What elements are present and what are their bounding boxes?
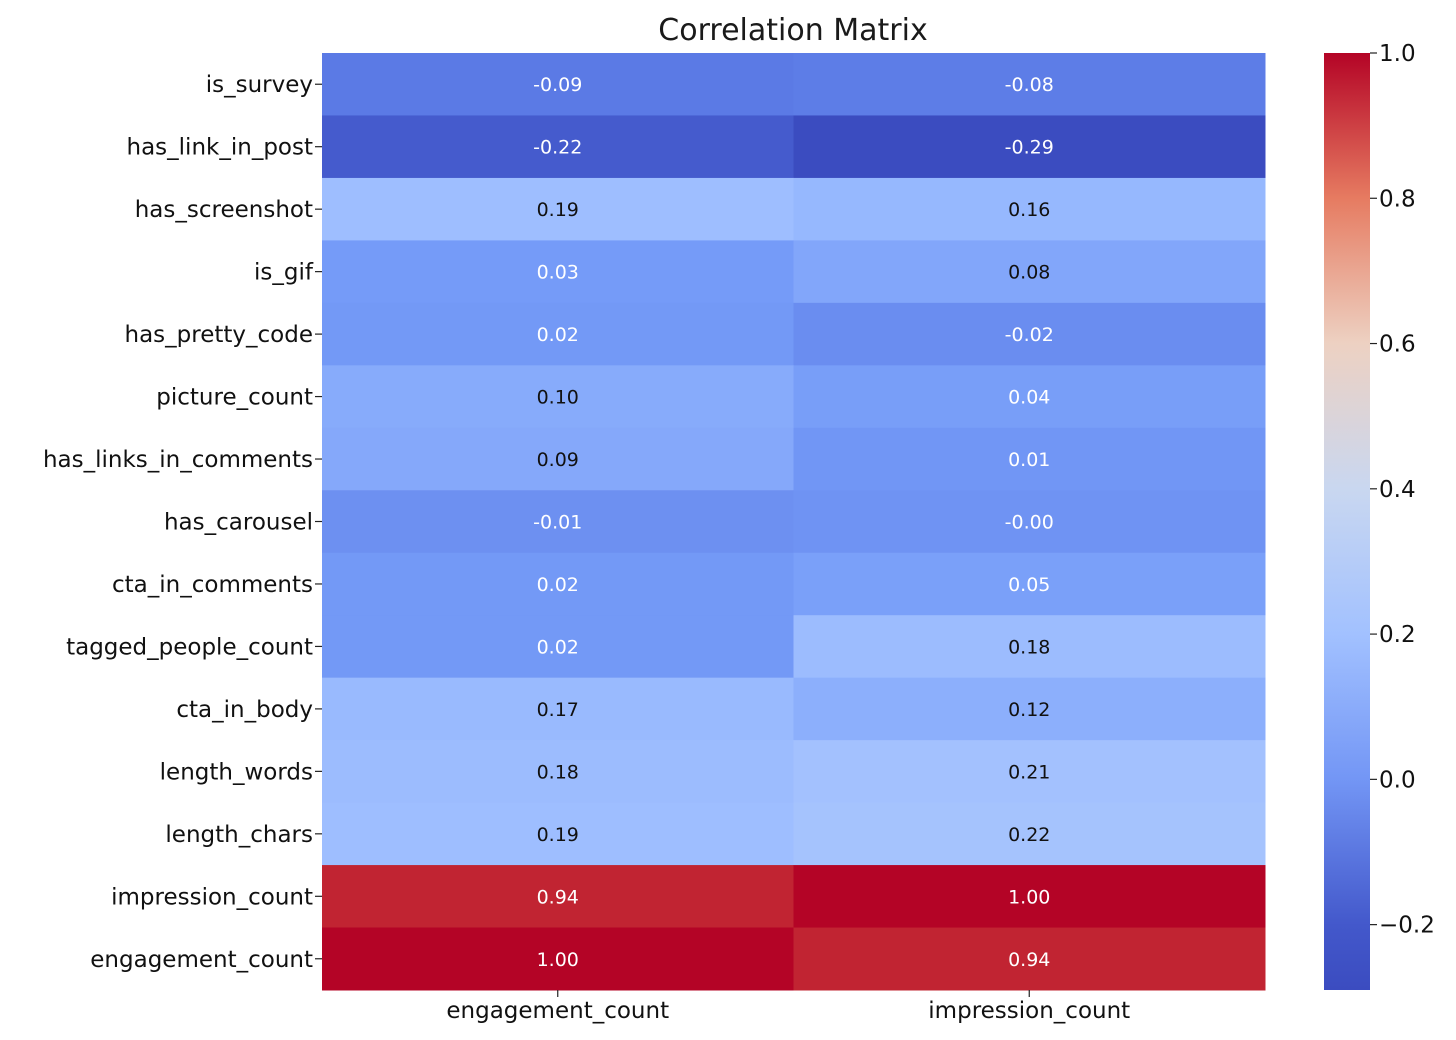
heatmap-cell — [793, 115, 1266, 179]
heatmap-cell — [793, 177, 1266, 241]
row-label: tagged_people_count — [66, 634, 313, 660]
heatmap-cell — [793, 615, 1266, 679]
cell-value-label: 0.09 — [537, 449, 579, 471]
row-label: is_gif — [254, 260, 314, 286]
heatmap-cell — [322, 302, 794, 366]
cell-value-label: 0.19 — [537, 199, 579, 221]
cell-value-label: -0.00 — [1005, 512, 1054, 534]
column-labels: engagement_count impression_count — [446, 990, 1130, 1024]
heatmap-cell — [322, 240, 794, 304]
cell-value-label: 0.94 — [537, 886, 579, 908]
heatmap-cell — [322, 427, 794, 491]
heatmap-cell — [793, 53, 1266, 116]
heatmap-cell — [793, 552, 1266, 616]
cell-value-label: 0.01 — [1008, 449, 1050, 471]
cell-value-label: 0.02 — [537, 324, 579, 346]
heatmap-cell — [322, 677, 794, 741]
cell-value-label: 0.22 — [1008, 824, 1050, 846]
cell-value-label: -0.08 — [1005, 74, 1054, 96]
column-label: impression_count — [928, 998, 1130, 1024]
cell-value-label: 0.02 — [537, 574, 579, 596]
cell-value-label: -0.09 — [533, 74, 582, 96]
row-label: has_links_in_comments — [43, 447, 313, 473]
heatmap-cell — [322, 177, 794, 241]
column-label: engagement_count — [446, 998, 669, 1024]
colorbar-tick-label: 0.0 — [1379, 767, 1416, 793]
heatmap-cell — [322, 802, 794, 866]
colorbar-tick-label: −0.2 — [1379, 913, 1435, 939]
cell-value-label: 0.02 — [537, 636, 579, 658]
cell-value-label: -0.29 — [1005, 137, 1054, 159]
colorbar-ticks: −0.2 0.0 0.2 0.4 0.6 0.8 1.0 — [1370, 41, 1435, 939]
colorbar-tick-label: 0.6 — [1379, 332, 1416, 358]
row-label: has_pretty_code — [125, 322, 313, 348]
cell-value-label: 0.17 — [537, 699, 579, 721]
row-label: engagement_count — [90, 947, 313, 973]
heatmap-cell — [793, 365, 1266, 429]
cell-value-label: 0.10 — [537, 387, 579, 409]
heatmap-cell — [322, 927, 794, 991]
cell-value-label: -0.01 — [533, 512, 582, 534]
heatmap-cell — [322, 115, 794, 179]
row-label: cta_in_comments — [112, 572, 313, 598]
heatmap-cell — [322, 490, 794, 554]
heatmap-cell — [793, 740, 1266, 804]
heatmap-cell — [322, 615, 794, 679]
chart-title: Correlation Matrix — [658, 13, 927, 48]
cell-value-label: 0.18 — [1008, 636, 1050, 658]
cell-value-label: 0.03 — [537, 262, 579, 284]
cell-value-label: 0.94 — [1008, 949, 1050, 971]
row-labels: is_survey has_link_in_post has_screenshoti… — [43, 72, 322, 973]
row-label: is_survey — [206, 72, 313, 98]
heatmap-cell — [793, 302, 1266, 366]
cell-value-label: 0.21 — [1008, 761, 1050, 783]
heatmap-cell — [793, 490, 1266, 554]
cell-value-label: 0.12 — [1008, 699, 1050, 721]
cell-value-label: 0.04 — [1008, 387, 1050, 409]
heatmap-cell — [322, 53, 794, 116]
row-label: length_chars — [165, 822, 313, 848]
colorbar-tick-label: 0.4 — [1379, 477, 1416, 503]
row-label: impression_count — [111, 884, 313, 910]
row-label: has_screenshot — [135, 197, 313, 223]
row-label: has_link_in_post — [127, 135, 313, 161]
cell-value-label: -0.02 — [1005, 324, 1054, 346]
row-label: cta_in_body — [176, 697, 313, 723]
cell-value-label: 0.19 — [537, 824, 579, 846]
heatmap-cell — [322, 552, 794, 616]
heatmap-cell — [793, 240, 1266, 304]
heatmap-cells: -0.09 -0.08 -0.22 -0.29 0.19 0.16 0.03 0.08 0.02… — [322, 53, 1266, 991]
row-label: picture_count — [156, 385, 313, 411]
heatmap-cell — [793, 927, 1266, 991]
row-label: has_carousel — [164, 510, 313, 536]
colorbar-tick-label: 0.2 — [1379, 622, 1416, 648]
cell-value-label: 1.00 — [1008, 886, 1050, 908]
heatmap-cell — [322, 365, 794, 429]
heatmap-cell — [793, 677, 1266, 741]
cell-value-label: 1.00 — [537, 949, 579, 971]
cell-value-label: 0.05 — [1008, 574, 1050, 596]
heatmap-cell — [793, 427, 1266, 491]
cell-value-label: 0.08 — [1008, 262, 1050, 284]
colorbar-tick-label: 0.8 — [1379, 186, 1416, 212]
heatmap-cell — [322, 865, 794, 929]
heatmap-cell — [322, 740, 794, 804]
cell-value-label: -0.22 — [533, 137, 582, 159]
colorbar-tick-label: 1.0 — [1379, 41, 1416, 67]
colorbar — [1324, 53, 1370, 990]
row-label: length_words — [160, 759, 313, 785]
heatmap-cell — [793, 802, 1266, 866]
cell-value-label: 0.16 — [1008, 199, 1050, 221]
heatmap-cell — [793, 865, 1266, 929]
cell-value-label: 0.18 — [537, 761, 579, 783]
